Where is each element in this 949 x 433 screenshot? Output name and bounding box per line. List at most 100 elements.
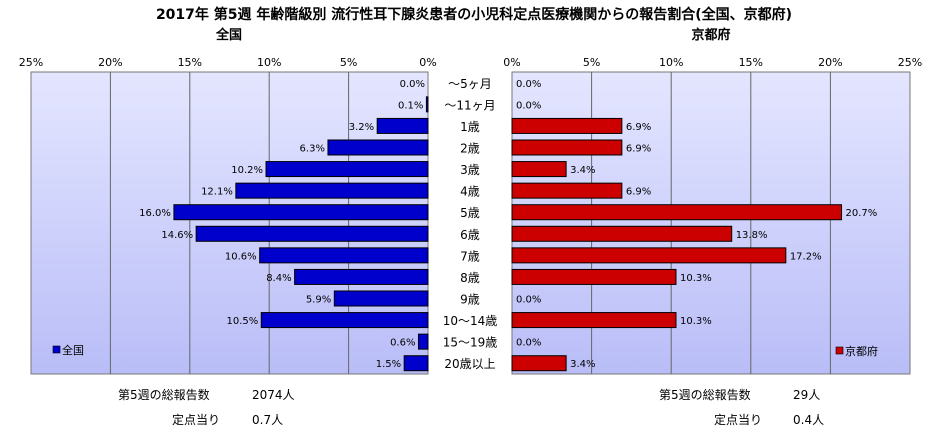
category-label: 4歳 <box>460 185 480 199</box>
kyoto-bar <box>511 182 623 199</box>
kyoto-value-label: 13.8% <box>736 230 768 241</box>
category-label: 15～19歳 <box>443 336 498 350</box>
national-bar <box>327 139 429 156</box>
national-bar <box>260 312 429 329</box>
right-tick-label: 0% <box>503 56 520 69</box>
left-x-axis: 0% 5% 10% 15% 20% 25% <box>19 56 437 69</box>
category-label: 20歳以上 <box>444 357 495 371</box>
national-value-label: 14.6% <box>161 230 193 241</box>
national-bar <box>417 333 429 350</box>
legend-national-label: 全国 <box>62 343 84 357</box>
national-value-label: 3.2% <box>349 122 374 133</box>
category-label: 5歳 <box>460 206 480 220</box>
kyoto-bar <box>511 312 677 329</box>
kyoto-value-label: 0.0% <box>516 338 541 349</box>
kyoto-per-value: 0.4人 <box>793 413 825 427</box>
category-label: 3歳 <box>460 163 480 177</box>
left-tick-label: 15% <box>178 56 202 69</box>
kyoto-value-label: 20.7% <box>846 208 878 219</box>
right-x-axis: 0% 5% 10% 15% 20% 25% <box>503 56 922 69</box>
national-bar <box>403 355 429 372</box>
kyoto-value-label: 10.3% <box>680 273 712 284</box>
national-bar <box>235 182 429 199</box>
kyoto-value-label: 3.4% <box>570 359 595 370</box>
national-bar <box>294 268 429 285</box>
legend-kyoto-label: 京都府 <box>845 344 878 358</box>
category-label: ～5ヶ月 <box>448 77 492 91</box>
category-label: 6歳 <box>460 228 480 242</box>
legend-kyoto: 京都府 <box>835 344 878 358</box>
kyoto-bar <box>511 268 677 285</box>
kyoto-bar <box>511 161 567 178</box>
kyoto-total-value: 29人 <box>793 388 821 402</box>
kyoto-value-label: 0.0% <box>516 100 541 111</box>
kyoto-bar <box>511 247 787 264</box>
kyoto-total-label: 第5週の総報告数 <box>659 388 751 402</box>
legend-national: 全国 <box>52 343 84 357</box>
national-bar <box>195 225 429 242</box>
right-panel-title: 京都府 <box>691 27 730 43</box>
national-total-label: 第5週の総報告数 <box>118 388 210 402</box>
kyoto-per-label: 定点当り <box>714 413 763 427</box>
category-label: 9歳 <box>460 293 480 307</box>
national-value-label: 0.1% <box>398 100 423 111</box>
kyoto-value-label: 6.9% <box>626 187 651 198</box>
national-bar <box>173 204 429 221</box>
category-label: 1歳 <box>460 120 480 134</box>
kyoto-value-label: 6.9% <box>626 122 651 133</box>
kyoto-value-label: 3.4% <box>570 165 595 176</box>
national-bar <box>425 96 429 113</box>
national-value-label: 12.1% <box>201 187 233 198</box>
kyoto-value-label: 10.3% <box>680 316 712 327</box>
national-value-label: 1.5% <box>376 359 401 370</box>
national-value-label: 10.5% <box>226 316 258 327</box>
national-value-label: 0.0% <box>400 79 425 90</box>
national-bar <box>333 290 429 307</box>
category-label: 10～14歳 <box>443 314 498 328</box>
national-bar <box>265 161 429 178</box>
kyoto-bar <box>511 204 843 221</box>
category-label: ～11ヶ月 <box>444 98 495 112</box>
right-tick-label: 20% <box>818 56 842 69</box>
left-tick-label: 10% <box>257 56 281 69</box>
kyoto-bar <box>511 355 567 372</box>
kyoto-value-label: 0.0% <box>516 79 541 90</box>
category-label: 8歳 <box>460 271 480 285</box>
right-tick-label: 15% <box>739 56 763 69</box>
chart-canvas: 2017年 第5週 年齢階級別 流行性耳下腺炎患者の小児科定点医療機関からの報告… <box>19 6 922 375</box>
kyoto-bar <box>511 139 623 156</box>
national-value-label: 6.3% <box>300 144 325 155</box>
right-tick-label: 10% <box>659 56 683 69</box>
national-bar <box>376 117 429 134</box>
kyoto-value-label: 0.0% <box>516 295 541 306</box>
left-panel-title: 全国 <box>215 27 242 43</box>
national-value-label: 8.4% <box>266 273 291 284</box>
left-tick-label: 5% <box>340 56 357 69</box>
national-total-value: 2074人 <box>252 388 295 402</box>
kyoto-value-label: 6.9% <box>626 144 651 155</box>
left-tick-label: 20% <box>98 56 122 69</box>
kyoto-bar <box>511 117 623 134</box>
right-tick-label: 25% <box>898 56 922 69</box>
legend-kyoto-swatch <box>835 346 844 355</box>
right-bars: 0.0% 0.0% 6.9% 6.9% 3.4% 6.9% 20.7% 13.8% 17.2% 1… <box>511 79 878 372</box>
national-per-value: 0.7人 <box>252 413 284 427</box>
left-tick-label: 0% <box>419 56 436 69</box>
right-tick-label: 5% <box>583 56 600 69</box>
right-plot-area <box>511 71 911 375</box>
national-value-label: 16.0% <box>139 208 171 219</box>
left-tick-label: 25% <box>19 56 43 69</box>
left-plot-area <box>30 71 429 375</box>
national-value-label: 10.6% <box>225 251 257 262</box>
left-bars: 0.0% 0.1% 3.2% 6.3% 10.2% 12.1% 16.0% 14.6% 10.6… <box>139 79 429 372</box>
category-label: 7歳 <box>460 249 480 263</box>
kyoto-value-label: 17.2% <box>790 251 822 262</box>
category-labels: ～5ヶ月 ～11ヶ月 1歳 2歳 3歳 4歳 5歳 6歳 7歳 8歳 9歳 10～14歳 15～19歳 2… <box>443 77 498 371</box>
national-bar <box>259 247 429 264</box>
national-value-label: 0.6% <box>390 338 415 349</box>
kyoto-bar <box>511 225 733 242</box>
chart-title: 2017年 第5週 年齢階級別 流行性耳下腺炎患者の小児科定点医療機関からの報告… <box>156 6 792 23</box>
legend-national-swatch <box>52 345 61 354</box>
national-value-label: 10.2% <box>231 165 263 176</box>
national-per-label: 定点当り <box>172 413 221 427</box>
